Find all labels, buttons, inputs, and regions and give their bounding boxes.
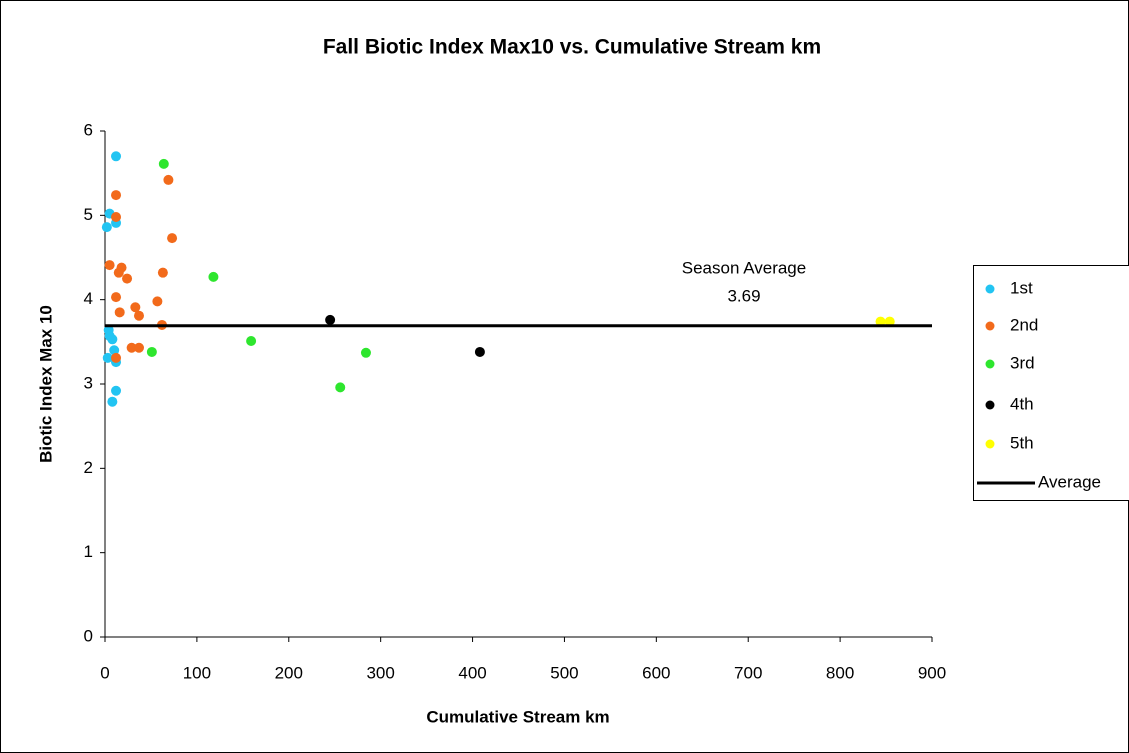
point [107, 396, 118, 407]
point [208, 271, 219, 282]
legend-marker [985, 284, 995, 294]
x-tick-label: 0 [100, 663, 109, 682]
point [146, 346, 157, 357]
point [111, 212, 122, 223]
point [111, 352, 122, 363]
x-tick-label: 800 [826, 663, 854, 682]
point [875, 316, 886, 327]
point [104, 260, 115, 271]
y-tick-label: 2 [84, 458, 93, 477]
x-tick-label: 100 [183, 663, 211, 682]
point [107, 334, 118, 345]
point [101, 222, 112, 233]
point [157, 267, 168, 278]
annotation: Season Average [682, 258, 806, 277]
legend-label: 2nd [1010, 315, 1038, 334]
point [111, 190, 122, 201]
point [114, 307, 125, 318]
x-tick-label: 600 [642, 663, 670, 682]
y-tick-label: 6 [84, 120, 93, 139]
y-tick-label: 4 [84, 289, 93, 308]
point [122, 273, 133, 284]
point [111, 385, 122, 396]
point [102, 352, 113, 363]
point [246, 335, 257, 346]
x-axis-title: Cumulative Stream km [426, 707, 609, 726]
point [113, 267, 124, 278]
y-axis-title: Biotic Index Max 10 [36, 305, 55, 463]
legend-label: 1st [1010, 278, 1033, 297]
y-tick-label: 5 [84, 205, 93, 224]
point [111, 292, 122, 303]
point [163, 174, 174, 185]
point [133, 310, 144, 321]
point [474, 346, 485, 357]
point [111, 151, 122, 162]
y-tick-label: 3 [84, 373, 93, 392]
x-tick-label: 200 [275, 663, 303, 682]
chart-title: Fall Biotic Index Max10 vs. Cumulative S… [323, 36, 821, 59]
legend-marker [985, 359, 995, 369]
legend-label: Average [1038, 472, 1101, 491]
point [130, 302, 141, 313]
legend-marker [985, 321, 995, 331]
point [133, 342, 144, 353]
x-tick-label: 300 [366, 663, 394, 682]
y-tick-label: 1 [84, 542, 93, 561]
point [126, 342, 137, 353]
point [360, 347, 371, 358]
point [884, 316, 895, 327]
y-tick-label: 0 [84, 626, 93, 645]
point [325, 314, 336, 325]
x-tick-label: 700 [734, 663, 762, 682]
point [167, 233, 178, 244]
legend-label: 4th [1010, 394, 1034, 413]
annotation-value: 3.69 [727, 286, 760, 305]
point [335, 382, 346, 393]
x-tick-label: 400 [458, 663, 486, 682]
x-tick-label: 500 [550, 663, 578, 682]
point [109, 345, 120, 356]
legend-marker [985, 400, 995, 410]
x-tick-label: 900 [918, 663, 946, 682]
legend-label: 3rd [1010, 353, 1035, 372]
legend-marker [985, 439, 995, 449]
legend-label: 5th [1010, 433, 1034, 452]
point [158, 158, 169, 169]
point [152, 296, 163, 307]
legend [973, 265, 1129, 501]
